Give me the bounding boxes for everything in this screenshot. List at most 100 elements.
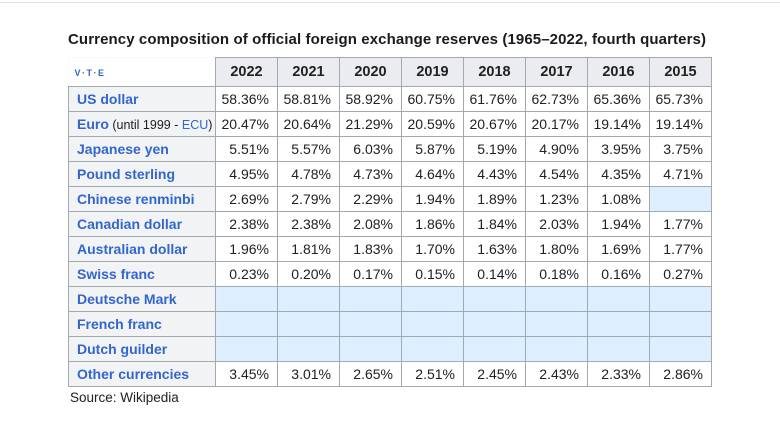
value-cell: 1.69% bbox=[587, 236, 650, 262]
table-row: Other currencies 3.45% 3.01% 2.65% 2.51% 2.45… bbox=[68, 361, 712, 387]
currency-suffix-text: (until 1999 - bbox=[108, 118, 182, 132]
empty-value-cell bbox=[215, 336, 278, 362]
value-cell: 1.77% bbox=[649, 211, 712, 237]
value-cell: 3.45% bbox=[215, 361, 278, 387]
value-cell: 62.73% bbox=[525, 86, 588, 112]
row-label-cell: French franc bbox=[68, 311, 216, 337]
value-cell: 2.43% bbox=[525, 361, 588, 387]
row-label-cell: Swiss franc bbox=[68, 261, 216, 287]
value-cell: 0.17% bbox=[339, 261, 402, 287]
value-cell: 1.83% bbox=[339, 236, 402, 262]
vte-navbar: v·t·e bbox=[75, 68, 105, 78]
value-cell: 2.45% bbox=[463, 361, 526, 387]
value-cell: 0.15% bbox=[401, 261, 464, 287]
value-cell: 1.80% bbox=[525, 236, 588, 262]
table-row: Pound sterling 4.95% 4.78% 4.73% 4.64% 4.43% 4… bbox=[68, 161, 712, 187]
empty-value-cell bbox=[277, 311, 340, 337]
vte-link-e[interactable]: e bbox=[98, 67, 105, 78]
table-header-row: v·t·e 2022 2021 2020 2019 2018 2017 2016 2015 bbox=[68, 57, 712, 87]
currency-link[interactable]: Chinese renminbi bbox=[77, 191, 195, 207]
empty-value-cell bbox=[277, 286, 340, 312]
value-cell: 2.38% bbox=[215, 211, 278, 237]
value-cell: 58.92% bbox=[339, 86, 402, 112]
currency-link[interactable]: Euro bbox=[77, 116, 109, 132]
vte-link-t[interactable]: t bbox=[86, 67, 93, 78]
empty-value-cell bbox=[339, 336, 402, 362]
year-header-2018: 2018 bbox=[463, 57, 526, 87]
value-cell: 4.78% bbox=[277, 161, 340, 187]
value-cell: 4.43% bbox=[463, 161, 526, 187]
page-title: Currency composition of official foreign… bbox=[68, 31, 707, 48]
value-cell: 19.14% bbox=[587, 111, 650, 137]
value-cell: 2.33% bbox=[587, 361, 650, 387]
currency-suffix-text: ) bbox=[208, 118, 213, 132]
window-top-divider bbox=[0, 2, 780, 3]
fx-reserves-table: v·t·e 2022 2021 2020 2019 2018 2017 2016 2015 U… bbox=[68, 57, 712, 387]
value-cell: 0.20% bbox=[277, 261, 340, 287]
empty-value-cell bbox=[463, 336, 526, 362]
empty-value-cell bbox=[277, 336, 340, 362]
value-cell: 0.16% bbox=[587, 261, 650, 287]
row-label-cell: US dollar bbox=[68, 86, 216, 112]
row-label-cell: Dutch guilder bbox=[68, 336, 216, 362]
value-cell: 5.57% bbox=[277, 136, 340, 162]
row-label-cell: Japanese yen bbox=[68, 136, 216, 162]
value-cell: 60.75% bbox=[401, 86, 464, 112]
value-cell: 1.08% bbox=[587, 186, 650, 212]
value-cell: 4.95% bbox=[215, 161, 278, 187]
empty-value-cell bbox=[587, 286, 650, 312]
empty-value-cell bbox=[525, 336, 588, 362]
currency-link[interactable]: Other currencies bbox=[77, 366, 190, 382]
currency-suffix-link[interactable]: ECU bbox=[181, 118, 209, 132]
value-cell: 2.65% bbox=[339, 361, 402, 387]
value-cell: 65.73% bbox=[649, 86, 712, 112]
value-cell: 1.23% bbox=[525, 186, 588, 212]
currency-link[interactable]: Swiss franc bbox=[77, 266, 155, 282]
value-cell: 1.63% bbox=[463, 236, 526, 262]
year-header-2019: 2019 bbox=[401, 57, 464, 87]
value-cell: 1.84% bbox=[463, 211, 526, 237]
vte-link-v[interactable]: v bbox=[74, 67, 82, 78]
table-body: US dollar 58.36% 58.81% 58.92% 60.75% 61.76% 6… bbox=[68, 86, 712, 387]
value-cell: 4.54% bbox=[525, 161, 588, 187]
currency-link[interactable]: Canadian dollar bbox=[77, 216, 183, 232]
value-cell: 1.81% bbox=[277, 236, 340, 262]
value-cell: 3.95% bbox=[587, 136, 650, 162]
currency-link[interactable]: Japanese yen bbox=[77, 141, 169, 157]
empty-value-cell bbox=[463, 311, 526, 337]
value-cell: 2.51% bbox=[401, 361, 464, 387]
table-row: Chinese renminbi 2.69% 2.79% 2.29% 1.94% 1.89… bbox=[68, 186, 712, 212]
year-header-2017: 2017 bbox=[525, 57, 588, 87]
empty-value-cell bbox=[215, 286, 278, 312]
value-cell: 1.86% bbox=[401, 211, 464, 237]
value-cell: 2.79% bbox=[277, 186, 340, 212]
value-cell: 20.64% bbox=[277, 111, 340, 137]
row-label-cell: Euro (until 1999 - ECU) bbox=[68, 111, 216, 137]
empty-value-cell bbox=[339, 311, 402, 337]
table-row: Swiss franc 0.23% 0.20% 0.17% 0.15% 0.14% 0.18… bbox=[68, 261, 712, 287]
value-cell: 0.23% bbox=[215, 261, 278, 287]
table-row: Euro (until 1999 - ECU) 20.47% 20.64% 21.29… bbox=[68, 111, 712, 137]
currency-link[interactable]: Australian dollar bbox=[77, 241, 188, 257]
row-label-cell: Deutsche Mark bbox=[68, 286, 216, 312]
value-cell: 3.01% bbox=[277, 361, 340, 387]
value-cell: 21.29% bbox=[339, 111, 402, 137]
value-cell: 1.77% bbox=[649, 236, 712, 262]
value-cell: 5.87% bbox=[401, 136, 464, 162]
value-cell: 6.03% bbox=[339, 136, 402, 162]
currency-link[interactable]: Pound sterling bbox=[77, 166, 175, 182]
empty-value-cell bbox=[649, 186, 712, 212]
empty-value-cell bbox=[525, 286, 588, 312]
value-cell: 61.76% bbox=[463, 86, 526, 112]
value-cell: 20.67% bbox=[463, 111, 526, 137]
year-header-2021: 2021 bbox=[277, 57, 340, 87]
value-cell: 0.14% bbox=[463, 261, 526, 287]
empty-value-cell bbox=[587, 311, 650, 337]
empty-value-cell bbox=[525, 311, 588, 337]
currency-link[interactable]: US dollar bbox=[77, 91, 139, 107]
currency-link[interactable]: Dutch guilder bbox=[77, 341, 168, 357]
currency-link[interactable]: Deutsche Mark bbox=[77, 291, 177, 307]
currency-link[interactable]: French franc bbox=[77, 316, 162, 332]
source-attribution: Source: Wikipedia bbox=[70, 390, 179, 405]
value-cell: 1.94% bbox=[587, 211, 650, 237]
